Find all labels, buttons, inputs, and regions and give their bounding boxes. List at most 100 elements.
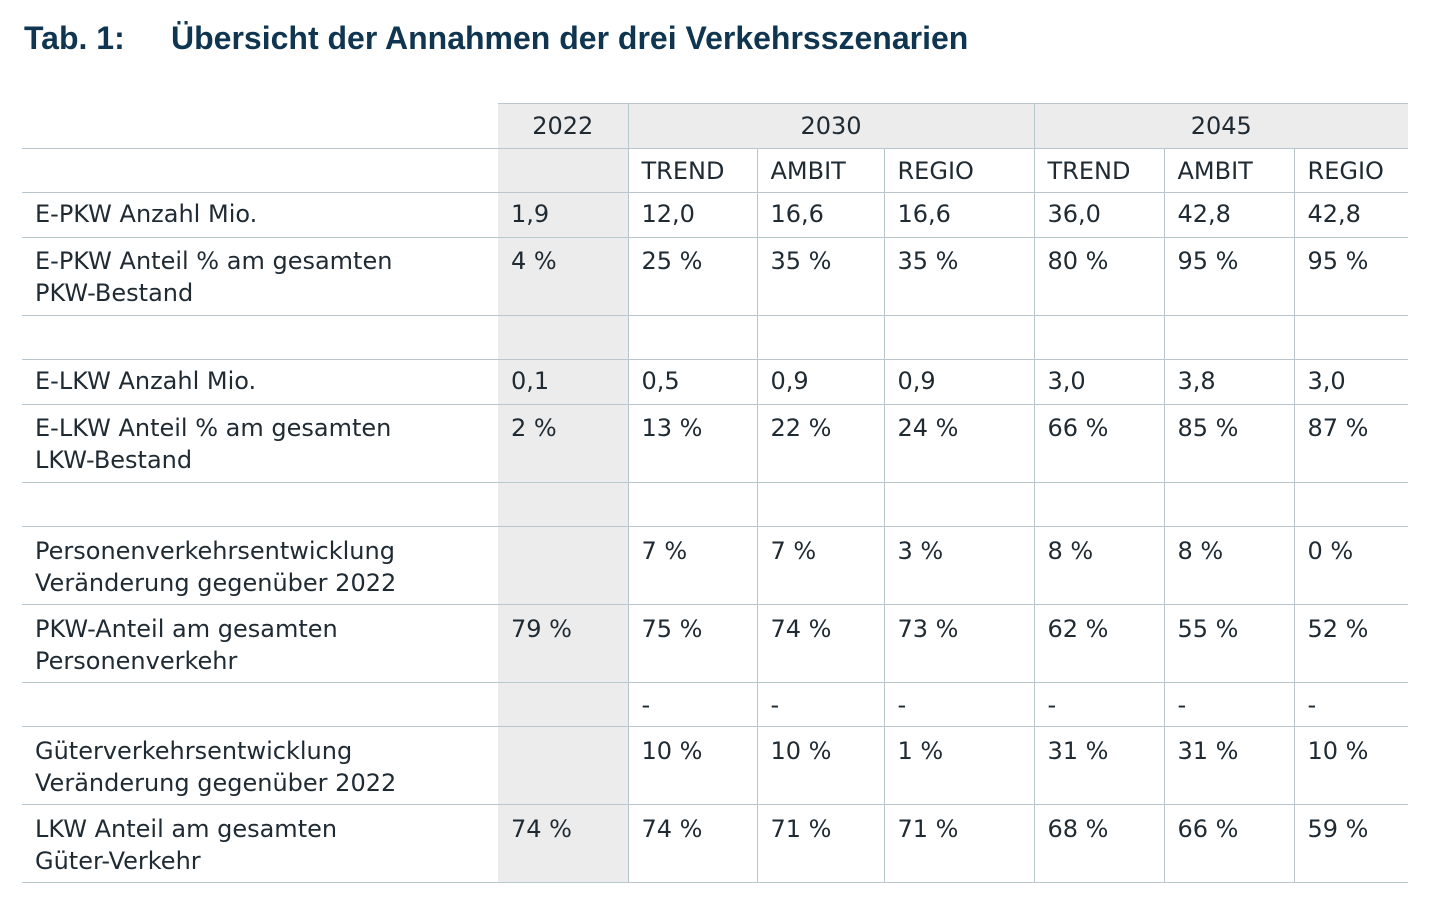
value-cell: 10 % [1293,726,1409,805]
empty-cell [627,482,757,527]
row-label-line: Veränderung gegenüber 2022 [35,569,397,597]
year-2022-header: 2022 [498,103,628,149]
value-cell: - [1033,682,1165,727]
empty-cell [1163,315,1295,360]
value-cell: 59 % [1293,804,1409,883]
value-2022-cell: 1,9 [498,192,628,238]
row-label: E-LKW Anzahl Mio. [22,359,498,405]
table-row: E-PKW Anzahl Mio. 1,9 12,0 16,6 16,6 36,0 42,8… [22,192,1409,238]
empty-cell [1163,482,1295,527]
scenario-header: AMBIT [1163,148,1295,193]
row-label: Güterverkehrsentwicklung Veränderung gege… [22,726,498,805]
table-row: ------ [22,682,1409,727]
empty-cell [498,482,628,527]
empty-cell [1033,315,1165,360]
value-2022-cell [498,682,628,727]
row-label: E-LKW Anteil % am gesamten LKW-Bestand [22,404,498,483]
value-cell: 0,9 [883,359,1035,405]
row-label-line: Personenverkehr [35,647,238,675]
value-cell: 31 % [1163,726,1295,805]
empty-cell [883,482,1035,527]
value-cell: 66 % [1033,404,1165,483]
row-label: E-PKW Anzahl Mio. [22,192,498,238]
table-title: Übersicht der Annahmen der drei Verkehrs… [171,20,969,56]
value-cell: 71 % [883,804,1035,883]
spacer-row [22,315,1409,360]
year-2045-header: 2045 [1033,103,1409,149]
row-label-line: Güter-Verkehr [35,847,201,875]
row-label-line: PKW-Anteil am gesamten [35,615,338,643]
row-label-line: LKW Anteil am gesamten [35,815,338,843]
value-2022-cell: 2 % [498,404,628,483]
empty-cell [1293,315,1409,360]
scenario-2022-blank [498,148,628,193]
empty-cell [498,315,628,360]
value-cell: 25 % [627,237,757,316]
scenario-header: TREND [627,148,757,193]
value-cell: 68 % [1033,804,1165,883]
value-cell: 0,5 [627,359,757,405]
value-cell: 0 % [1293,526,1409,605]
value-cell: 10 % [627,726,757,805]
value-cell: 8 % [1163,526,1295,605]
value-cell: 10 % [756,726,884,805]
value-cell: 87 % [1293,404,1409,483]
value-cell: 12,0 [627,192,757,238]
value-cell: 62 % [1033,604,1165,683]
value-cell: 3 % [883,526,1035,605]
value-cell: 66 % [1163,804,1295,883]
value-cell: 74 % [756,604,884,683]
corner-cell [22,103,498,149]
row-label: PKW-Anteil am gesamten Personenverkehr [22,604,498,683]
value-cell: 55 % [1163,604,1295,683]
value-cell: 16,6 [883,192,1035,238]
year-2030-header: 2030 [627,103,1035,149]
table-row: PKW-Anteil am gesamten Personenverkehr 79 … [22,604,1409,683]
row-label: Personenverkehrsentwicklung Veränderung g… [22,526,498,605]
value-cell: 7 % [627,526,757,605]
value-2022-cell [498,526,628,605]
value-cell: 35 % [883,237,1035,316]
value-cell: 22 % [756,404,884,483]
value-cell: 95 % [1293,237,1409,316]
empty-cell [756,315,884,360]
value-2022-cell: 4 % [498,237,628,316]
value-cell: 73 % [883,604,1035,683]
table-row: E-LKW Anzahl Mio. 0,1 0,5 0,9 0,9 3,0 3,8 3,0 [22,359,1409,405]
value-cell: 85 % [1163,404,1295,483]
value-cell: 75 % [627,604,757,683]
value-cell: - [883,682,1035,727]
scenario-header: AMBIT [756,148,884,193]
value-cell: 95 % [1163,237,1295,316]
row-label: E-PKW Anteil % am gesamten PKW-Bestand [22,237,498,316]
scenario-header: REGIO [883,148,1035,193]
value-cell: 1 % [883,726,1035,805]
scenario-header: TREND [1033,148,1165,193]
value-cell: 3,8 [1163,359,1295,405]
row-label-line: Veränderung gegenüber 2022 [35,769,397,797]
row-label: LKW Anteil am gesamten Güter-Verkehr [22,804,498,883]
empty-cell [756,482,884,527]
row-label-line: Güterverkehrsentwicklung [35,737,353,765]
value-cell: - [1163,682,1295,727]
row-label-line: LKW-Bestand [35,446,193,474]
scenario-table: 2022 2030 2045 TREND AMBIT REGIO TREND A… [22,103,1409,883]
year-header-row: 2022 2030 2045 [22,103,1409,149]
table-row: LKW Anteil am gesamten Güter-Verkehr 74 % 7… [22,804,1409,883]
empty-cell [1293,482,1409,527]
value-2022-cell: 74 % [498,804,628,883]
value-cell: 0,9 [756,359,884,405]
table-row: E-LKW Anteil % am gesamten LKW-Bestand 2 %… [22,404,1409,483]
value-cell: 35 % [756,237,884,316]
row-label-line: PKW-Bestand [35,279,194,307]
empty-cell [22,482,498,527]
value-cell: - [1293,682,1409,727]
value-2022-cell: 0,1 [498,359,628,405]
table-row: Güterverkehrsentwicklung Veränderung gege… [22,726,1409,805]
empty-cell [883,315,1035,360]
value-cell: 3,0 [1293,359,1409,405]
value-cell: 74 % [627,804,757,883]
value-2022-cell [498,726,628,805]
table-number: Tab. 1: [24,20,125,56]
empty-cell [22,315,498,360]
